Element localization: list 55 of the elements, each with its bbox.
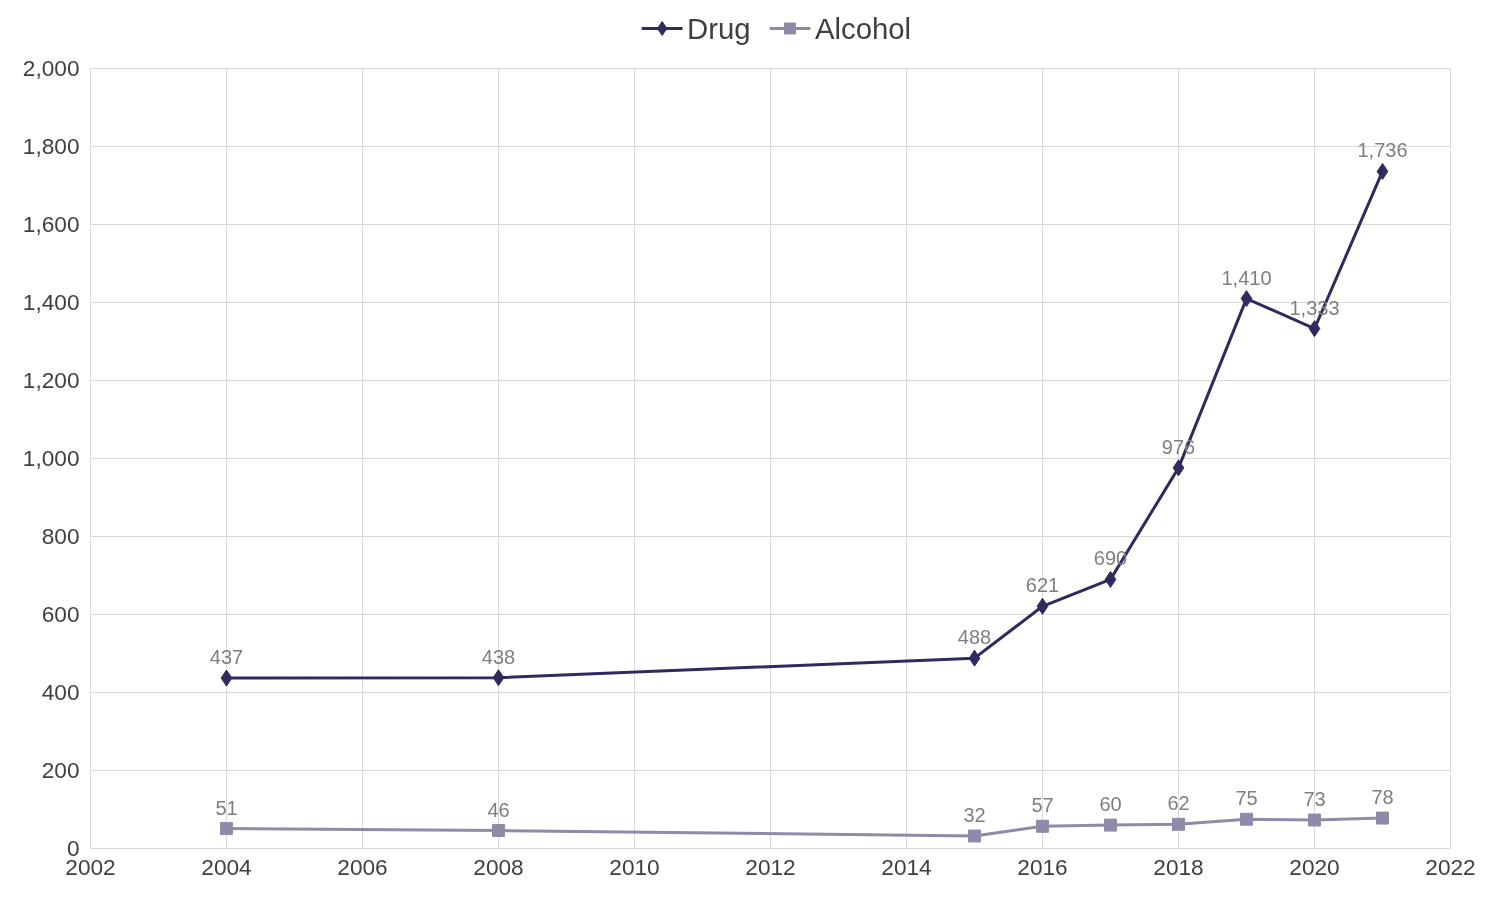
point [220,822,233,836]
y-tick-label: 1,200 [22,367,80,393]
data-label: 78 [1371,786,1394,809]
data-label: 32 [963,804,986,827]
y-tick-label: 600 [41,601,80,627]
y-tick-label: 2,000 [22,55,80,81]
data-label: 1,736 [1357,139,1408,162]
data-label: 488 [957,626,992,649]
point [1376,162,1389,180]
data-label: 62 [1167,792,1190,815]
point [1376,811,1389,825]
point [1104,570,1117,588]
legend-label: Drug [687,12,751,45]
data-label: 51 [215,796,238,819]
point [968,649,981,667]
data-label: 1,410 [1221,266,1272,289]
point [1240,812,1253,826]
point [492,669,505,687]
point [220,669,233,687]
point [1172,459,1185,477]
y-tick-label: 1,800 [22,133,80,159]
point [1308,813,1321,827]
x-tick-label: 2012 [745,853,796,880]
point [1308,320,1321,338]
y-tick-label: 800 [41,523,80,549]
point [492,824,505,838]
y-tick-label: 1,000 [22,445,80,471]
data-label: 75 [1235,787,1258,810]
data-label: 46 [487,798,510,821]
x-tick-label: 2008 [473,853,524,880]
point [1172,817,1185,831]
y-tick-label: 200 [41,757,80,783]
x-tick-label: 2006 [337,853,388,880]
point [968,829,981,843]
legend-label: Alcohol [814,12,912,45]
y-tick-label: 1,400 [22,289,80,315]
point [1240,290,1253,308]
data-label: 57 [1031,794,1054,817]
y-tick-label: 400 [41,679,80,705]
x-tick-label: 2020 [1289,853,1340,880]
x-tick-label: 2016 [1017,853,1068,880]
point [1036,819,1049,833]
y-tick-label: 1,600 [22,211,80,237]
x-tick-label: 2018 [1153,853,1204,880]
point [1104,818,1117,832]
data-label: 73 [1303,788,1326,811]
data-label: 60 [1099,793,1122,816]
data-label: 621 [1025,574,1060,597]
x-tick-label: 2022 [1425,853,1476,880]
x-tick-label: 2004 [201,853,252,880]
data-label: 438 [481,645,516,668]
x-tick-label: 2014 [881,853,932,880]
data-label: 437 [209,646,244,669]
x-tick-label: 2010 [609,853,660,880]
point [1036,597,1049,615]
